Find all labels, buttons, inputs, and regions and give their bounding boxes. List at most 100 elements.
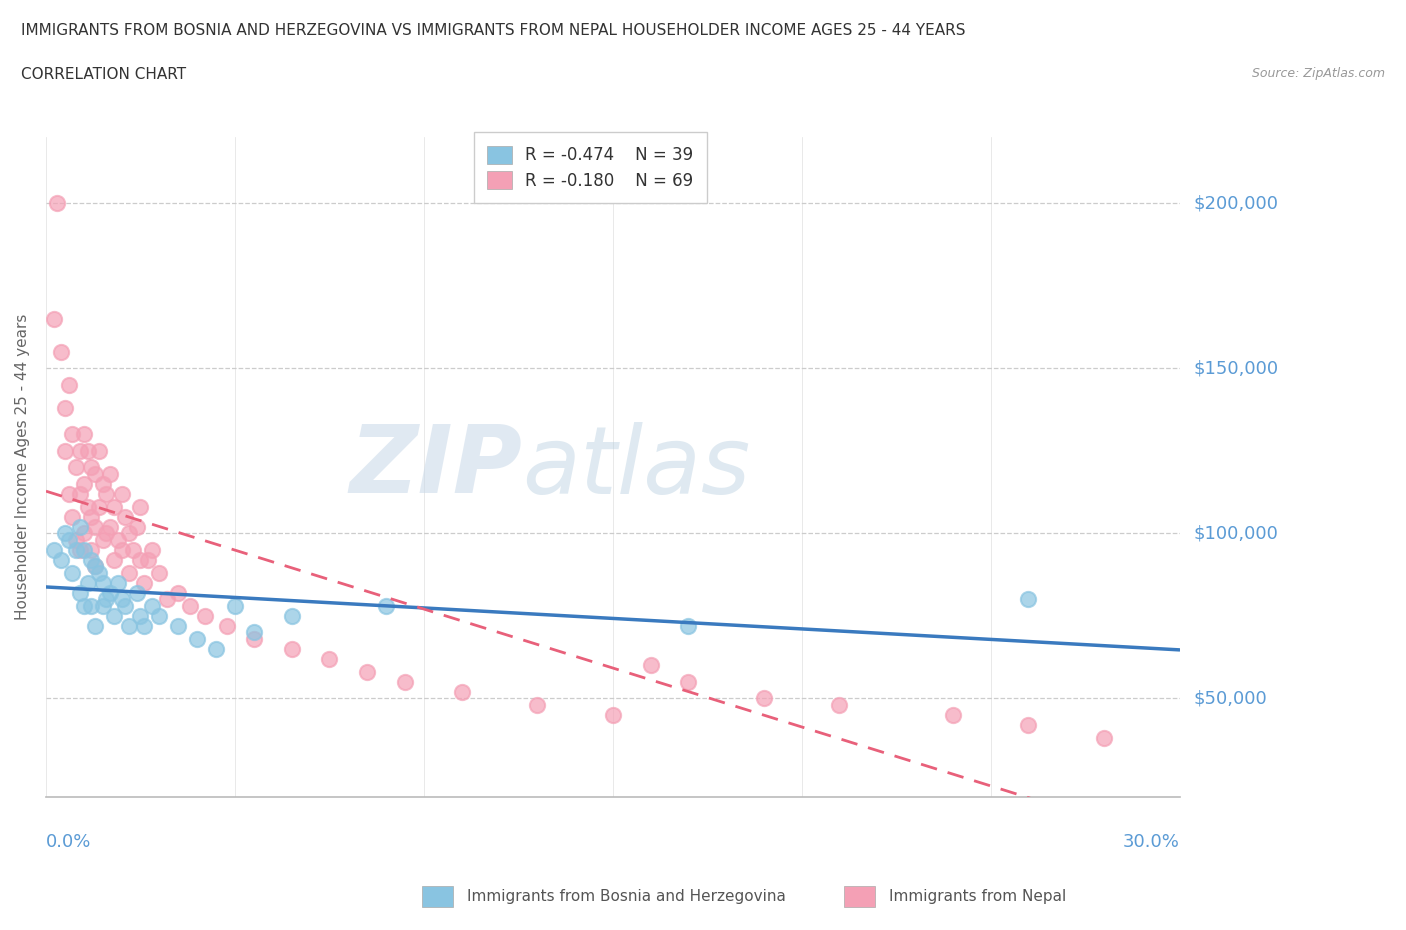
Point <box>96 525 118 540</box>
Point <box>49 552 72 567</box>
Point <box>156 591 179 606</box>
Point <box>87 444 110 458</box>
Point <box>73 542 96 557</box>
Point <box>134 618 156 633</box>
Point <box>375 598 398 613</box>
Point <box>87 565 110 580</box>
Point <box>73 525 96 540</box>
Point <box>76 499 98 514</box>
Point <box>942 707 965 722</box>
Text: Source: ZipAtlas.com: Source: ZipAtlas.com <box>1251 67 1385 80</box>
Text: ZIP: ZIP <box>349 421 522 513</box>
Point <box>62 510 84 525</box>
Point <box>91 532 114 547</box>
Point <box>91 476 114 491</box>
Point <box>141 598 163 613</box>
Point <box>49 344 72 359</box>
Point <box>65 532 87 547</box>
Point <box>602 707 624 722</box>
Point <box>134 576 156 591</box>
Text: atlas: atlas <box>522 421 751 512</box>
Point <box>125 519 148 534</box>
Point <box>76 444 98 458</box>
Point <box>118 525 141 540</box>
Point <box>318 651 340 666</box>
Point <box>129 552 152 567</box>
Point <box>205 642 228 657</box>
Point <box>91 576 114 591</box>
Point <box>53 525 76 540</box>
Point <box>118 565 141 580</box>
Point <box>110 542 132 557</box>
Point <box>114 598 136 613</box>
Point <box>42 542 65 557</box>
Point <box>450 684 472 699</box>
Point <box>148 608 170 623</box>
Point <box>96 486 118 501</box>
Point <box>125 585 148 600</box>
Text: 30.0%: 30.0% <box>1122 833 1180 852</box>
Point <box>752 691 775 706</box>
Point <box>1017 717 1039 732</box>
Point <box>76 576 98 591</box>
Point <box>110 591 132 606</box>
Point <box>62 427 84 442</box>
Point <box>224 598 246 613</box>
Point <box>141 542 163 557</box>
Point <box>69 519 91 534</box>
Point <box>148 565 170 580</box>
Point <box>84 466 107 481</box>
Text: $100,000: $100,000 <box>1194 525 1278 542</box>
Point <box>87 499 110 514</box>
Point <box>84 559 107 574</box>
Point <box>167 585 190 600</box>
Point <box>186 631 208 646</box>
Point <box>356 664 378 679</box>
Point <box>80 510 103 525</box>
Point <box>46 196 69 211</box>
Point <box>84 519 107 534</box>
Text: Immigrants from Nepal: Immigrants from Nepal <box>889 889 1066 904</box>
Point <box>136 552 159 567</box>
Point <box>73 598 96 613</box>
Point <box>243 625 266 640</box>
Point <box>73 476 96 491</box>
Point <box>217 618 239 633</box>
Text: Immigrants from Bosnia and Herzegovina: Immigrants from Bosnia and Herzegovina <box>467 889 786 904</box>
Point <box>526 698 548 712</box>
Point <box>194 608 217 623</box>
Point <box>110 486 132 501</box>
Point <box>62 565 84 580</box>
Point <box>69 585 91 600</box>
Point <box>58 486 80 501</box>
Text: $200,000: $200,000 <box>1194 194 1278 212</box>
Point <box>96 591 118 606</box>
Point <box>69 444 91 458</box>
Point <box>103 608 125 623</box>
Point <box>1092 730 1115 745</box>
Point <box>107 576 129 591</box>
Y-axis label: Householder Income Ages 25 - 44 years: Householder Income Ages 25 - 44 years <box>15 314 30 620</box>
Point <box>114 510 136 525</box>
Point <box>98 466 121 481</box>
Point <box>394 674 416 689</box>
Point <box>678 674 700 689</box>
Point <box>58 378 80 392</box>
Text: CORRELATION CHART: CORRELATION CHART <box>21 67 186 82</box>
Text: $150,000: $150,000 <box>1194 359 1278 378</box>
Point <box>73 427 96 442</box>
Point <box>53 401 76 416</box>
Point <box>80 542 103 557</box>
Point <box>91 598 114 613</box>
Point <box>129 608 152 623</box>
Point <box>80 598 103 613</box>
Point <box>640 658 662 672</box>
Point <box>103 499 125 514</box>
Point <box>129 499 152 514</box>
Point <box>678 618 700 633</box>
Point <box>69 542 91 557</box>
Text: 0.0%: 0.0% <box>46 833 91 852</box>
Point <box>42 312 65 326</box>
Point <box>65 459 87 474</box>
Point <box>84 618 107 633</box>
